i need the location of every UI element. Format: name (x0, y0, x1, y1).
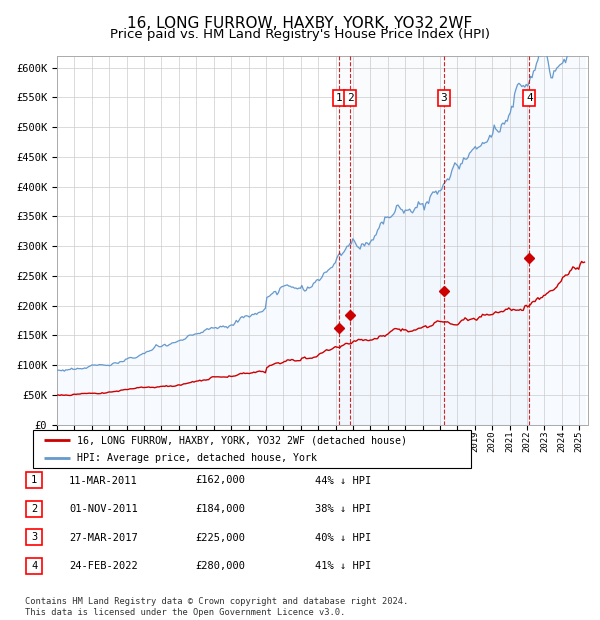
Text: 16, LONG FURROW, HAXBY, YORK, YO32 2WF (detached house): 16, LONG FURROW, HAXBY, YORK, YO32 2WF (… (77, 435, 407, 445)
Text: 4: 4 (526, 93, 533, 103)
Text: £184,000: £184,000 (195, 504, 245, 514)
Text: 1: 1 (31, 475, 37, 485)
Text: 41% ↓ HPI: 41% ↓ HPI (315, 561, 371, 571)
FancyBboxPatch shape (26, 472, 42, 489)
Text: 40% ↓ HPI: 40% ↓ HPI (315, 533, 371, 542)
Text: 11-MAR-2011: 11-MAR-2011 (69, 476, 138, 485)
Bar (339, 56, 529, 425)
Text: 27-MAR-2017: 27-MAR-2017 (69, 533, 138, 542)
Text: 38% ↓ HPI: 38% ↓ HPI (315, 504, 371, 514)
Text: 3: 3 (440, 93, 448, 103)
Text: 2: 2 (347, 93, 353, 103)
Text: 01-NOV-2011: 01-NOV-2011 (69, 504, 138, 514)
Text: 3: 3 (31, 532, 37, 542)
FancyBboxPatch shape (26, 529, 42, 546)
Text: 16, LONG FURROW, HAXBY, YORK, YO32 2WF: 16, LONG FURROW, HAXBY, YORK, YO32 2WF (127, 16, 473, 30)
FancyBboxPatch shape (33, 430, 471, 468)
Text: 4: 4 (31, 560, 37, 571)
Text: HPI: Average price, detached house, York: HPI: Average price, detached house, York (77, 453, 317, 463)
Text: 1: 1 (335, 93, 342, 103)
Text: 2: 2 (31, 503, 37, 514)
Text: £162,000: £162,000 (195, 476, 245, 485)
Text: 24-FEB-2022: 24-FEB-2022 (69, 561, 138, 571)
Text: Contains HM Land Registry data © Crown copyright and database right 2024.
This d: Contains HM Land Registry data © Crown c… (25, 598, 409, 617)
Text: £280,000: £280,000 (195, 561, 245, 571)
Text: £225,000: £225,000 (195, 533, 245, 542)
Text: Price paid vs. HM Land Registry's House Price Index (HPI): Price paid vs. HM Land Registry's House … (110, 28, 490, 41)
FancyBboxPatch shape (26, 500, 42, 517)
Text: 44% ↓ HPI: 44% ↓ HPI (315, 476, 371, 485)
FancyBboxPatch shape (26, 557, 42, 574)
